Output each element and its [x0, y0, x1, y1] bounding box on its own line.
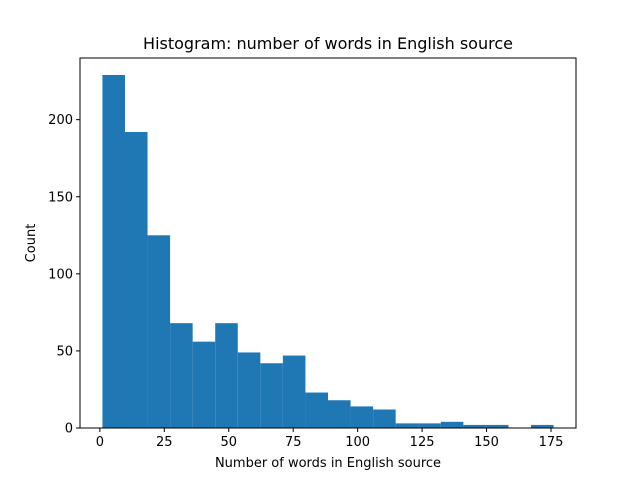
x-tick-label: 0 — [96, 435, 104, 450]
histogram-bar — [350, 406, 374, 428]
chart-title: Histogram: number of words in English so… — [143, 34, 513, 53]
histogram-bar — [124, 132, 148, 428]
plot-area-frame — [79, 57, 577, 429]
histogram-bar — [328, 400, 351, 428]
y-axis-ticks: 0 50 100 150 200 — [48, 113, 80, 437]
histogram-bar — [373, 409, 396, 428]
x-axis-ticks: 0 25 50 75 100 125 150 175 — [96, 428, 564, 450]
x-tick-label: 50 — [220, 435, 237, 450]
histogram-bar — [531, 424, 554, 428]
histogram-bar — [102, 74, 125, 428]
y-tick-label: 150 — [48, 190, 73, 205]
histogram-bar — [170, 323, 193, 428]
histogram-bar — [215, 323, 238, 428]
y-tick-label: 200 — [48, 113, 73, 128]
y-tick-label: 0 — [65, 422, 73, 437]
histogram-bar — [282, 355, 306, 428]
x-tick-label: 125 — [410, 435, 435, 450]
y-tick-label: 100 — [48, 267, 73, 282]
histogram-bar — [418, 423, 441, 428]
histogram-bar — [305, 392, 328, 428]
y-axis-label: Count — [24, 224, 39, 263]
x-tick-label: 100 — [345, 435, 370, 450]
histogram-bar — [147, 235, 171, 428]
x-tick-label: 75 — [285, 435, 302, 450]
histogram-bar — [440, 421, 464, 428]
histogram-bar — [192, 341, 216, 428]
histogram-bar — [485, 424, 509, 428]
histogram-bar — [260, 363, 283, 428]
histogram-bar — [463, 424, 486, 428]
y-tick-label: 50 — [56, 344, 73, 359]
x-tick-label: 150 — [474, 435, 499, 450]
histogram-bars — [102, 74, 554, 428]
x-tick-label: 175 — [539, 435, 564, 450]
x-tick-label: 25 — [156, 435, 173, 450]
histogram-bar — [237, 352, 261, 428]
x-axis-label: Number of words in English source — [215, 456, 441, 471]
histogram-bar — [395, 423, 419, 428]
